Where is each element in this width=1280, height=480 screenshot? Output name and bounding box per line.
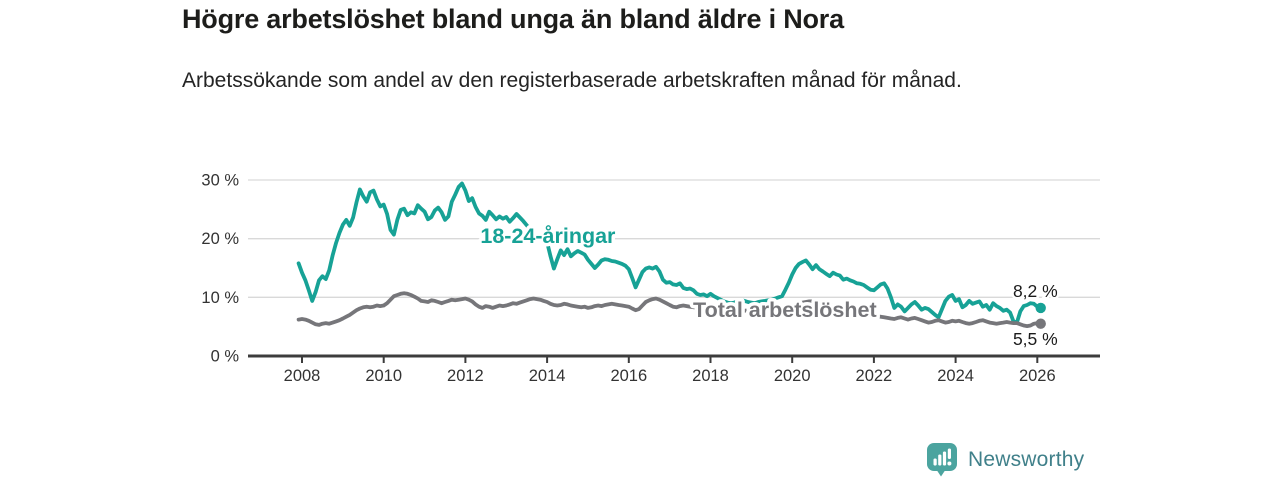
series-line-youth xyxy=(296,181,1043,325)
chart-subtitle: Arbetssökande som andel av den registerb… xyxy=(182,69,962,92)
end-value-label-total: 5,5 % xyxy=(1013,329,1058,349)
y-tick-label: 0 % xyxy=(211,348,240,366)
y-tick-label: 10 % xyxy=(201,289,239,307)
series-label-total: Total arbetslöshet xyxy=(693,298,877,322)
end-dot-total xyxy=(1035,318,1046,329)
x-tick-label: 2020 xyxy=(774,367,811,385)
x-tick-label: 2014 xyxy=(529,367,566,385)
newsworthy-logo-icon xyxy=(927,443,957,477)
x-tick-label: 2010 xyxy=(365,367,402,385)
series-label-youth: 18-24-åringar xyxy=(480,224,616,248)
x-tick-label: 2018 xyxy=(692,367,729,385)
brand-name: Newsworthy xyxy=(968,447,1085,471)
brand-footer: Newsworthy xyxy=(926,442,1084,477)
chart-title: Högre arbetslöshet bland unga än bland ä… xyxy=(182,4,844,34)
series-line-total xyxy=(296,291,1043,328)
x-tick-label: 2012 xyxy=(447,367,484,385)
x-tick-label: 2026 xyxy=(1019,367,1056,385)
x-tick-label: 2024 xyxy=(937,367,974,385)
y-tick-label: 20 % xyxy=(201,230,239,248)
x-tick-label: 2022 xyxy=(856,367,893,385)
end-value-label-youth: 8,2 % xyxy=(1013,281,1058,301)
x-tick-label: 2008 xyxy=(284,367,321,385)
x-tick-label: 2016 xyxy=(610,367,647,385)
y-tick-label: 30 % xyxy=(201,171,239,189)
end-dot-youth xyxy=(1035,302,1046,314)
